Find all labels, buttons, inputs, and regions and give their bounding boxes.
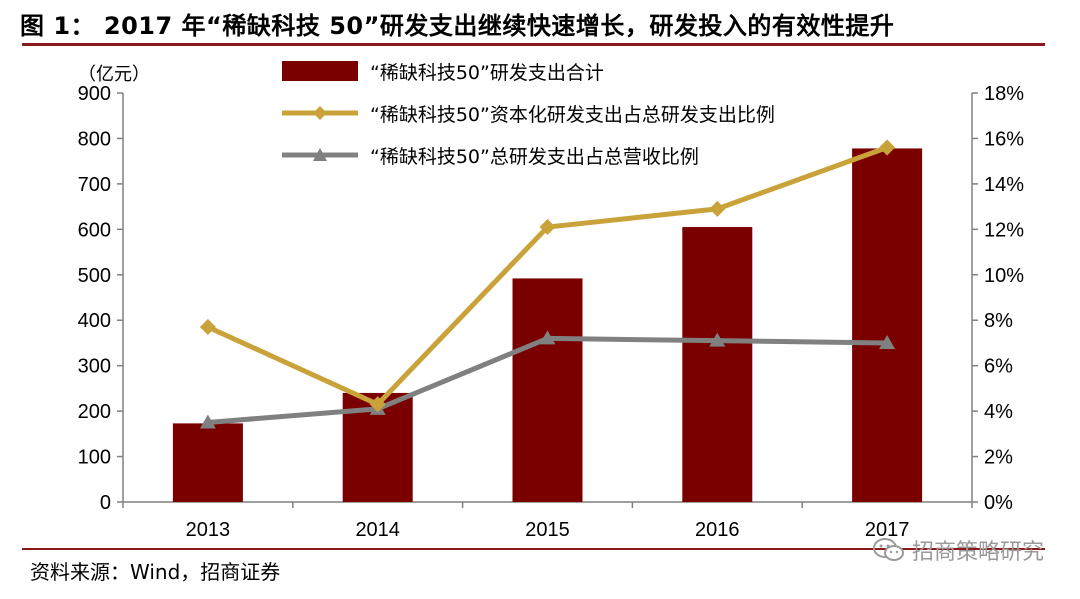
left-axis-tick-label: 400	[78, 310, 111, 332]
point-capitalized-ratio	[199, 319, 216, 336]
legend-swatch-gold-line	[282, 103, 358, 123]
left-axis-tick-label: 900	[78, 83, 111, 105]
right-axis-tick-label: 18%	[984, 83, 1024, 105]
legend-label-rd-total: “稀缺科技50”研发支出合计	[370, 61, 604, 84]
point-revenue-ratio	[199, 414, 216, 429]
legend-swatch-gray-line	[282, 145, 358, 165]
legend-item-rd-total: “稀缺科技50”研发支出合计	[282, 50, 775, 92]
wechat-icon	[872, 538, 904, 561]
bar-rd-total	[512, 278, 583, 502]
legend: “稀缺科技50”研发支出合计 “稀缺科技50”资本化研发支出占总研发支出比例 “…	[282, 50, 775, 176]
point-capitalized-ratio	[709, 200, 726, 217]
bottom-rule	[22, 548, 1045, 550]
watermark-text: 招商策略研究	[911, 540, 1044, 565]
point-revenue-ratio	[539, 330, 556, 345]
left-axis-tick-label: 0	[100, 492, 111, 514]
x-axis-tick-label: 2014	[355, 519, 400, 541]
point-revenue-ratio	[879, 334, 896, 349]
x-axis-tick-label: 2017	[865, 519, 910, 541]
left-axis-tick-label: 600	[78, 219, 111, 241]
source-note: 资料来源：Wind，招商证券	[30, 560, 281, 584]
x-axis-tick-label: 2013	[186, 519, 231, 541]
x-axis-tick-label: 2015	[525, 519, 570, 541]
legend-label-revenue-ratio: “稀缺科技50”总研发支出占总营收比例	[370, 145, 699, 168]
right-axis-tick-label: 0%	[984, 492, 1013, 514]
x-axis-tick-label: 2016	[695, 519, 740, 541]
legend-item-revenue-ratio: “稀缺科技50”总研发支出占总营收比例	[282, 134, 775, 176]
right-axis-tick-label: 16%	[984, 128, 1024, 150]
left-axis-tick-label: 300	[78, 356, 111, 378]
right-axis-tick-label: 2%	[984, 447, 1013, 469]
title-rule	[22, 43, 1045, 46]
right-axis-tick-label: 4%	[984, 401, 1013, 423]
bar-rd-total	[172, 423, 243, 502]
point-revenue-ratio	[709, 332, 726, 347]
left-axis-tick-label: 100	[78, 447, 111, 469]
legend-item-capitalized-ratio: “稀缺科技50”资本化研发支出占总研发支出比例	[282, 92, 775, 134]
left-axis-tick-label: 700	[78, 174, 111, 196]
left-axis-tick-label: 500	[78, 265, 111, 287]
figure-title: 图 1： 2017 年“稀缺科技 50”研发支出继续快速增长，研发投入的有效性提…	[20, 12, 895, 40]
right-axis-tick-label: 14%	[984, 174, 1024, 196]
point-capitalized-ratio	[369, 396, 386, 413]
left-axis-tick-label: 200	[78, 401, 111, 423]
right-axis-tick-label: 12%	[984, 219, 1024, 241]
point-capitalized-ratio	[879, 139, 896, 156]
point-capitalized-ratio	[539, 219, 556, 236]
right-axis-tick-label: 6%	[984, 356, 1013, 378]
left-axis-tick-label: 800	[78, 128, 111, 150]
legend-swatch-bar	[282, 61, 358, 81]
watermark: 招商策略研究	[872, 534, 1044, 566]
bar-rd-total	[682, 227, 753, 503]
legend-label-capitalized-ratio: “稀缺科技50”资本化研发支出占总研发支出比例	[370, 103, 775, 126]
right-axis-tick-label: 10%	[984, 265, 1024, 287]
bar-rd-total	[852, 148, 923, 503]
right-axis-tick-label: 8%	[984, 310, 1013, 332]
left-axis-unit: （亿元）	[78, 64, 150, 85]
